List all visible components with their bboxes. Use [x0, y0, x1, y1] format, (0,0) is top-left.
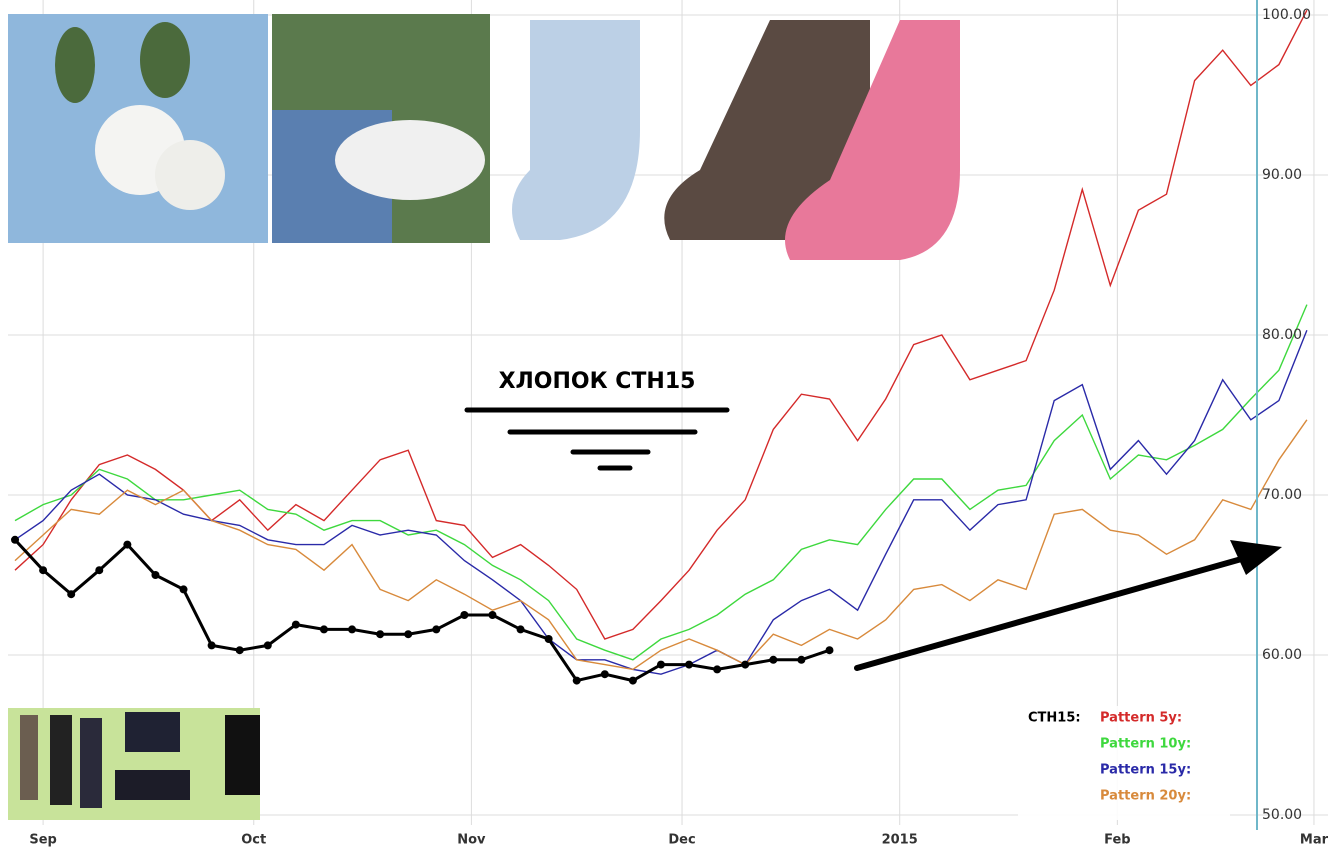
marker — [797, 655, 806, 664]
marker — [825, 646, 834, 655]
marker — [123, 540, 132, 549]
series-line — [13, 538, 830, 683]
marker — [404, 630, 413, 639]
cotton-boll — [155, 140, 225, 210]
marker — [319, 625, 328, 634]
y-tick-label: 60.00 — [1262, 647, 1302, 663]
x-tick-label: Dec — [668, 833, 695, 848]
y-tick-label: 100.00 — [1262, 7, 1311, 23]
x-tick-label: Sep — [29, 833, 57, 848]
legend: CTH15: Pattern 5y: Pattern 10y: Pattern 15y… — [1028, 711, 1191, 804]
marker — [432, 625, 441, 634]
annotation: ХЛОПОК CTH15 — [499, 369, 696, 394]
plot — [11, 9, 1308, 685]
x-tick-label: Oct — [241, 833, 266, 848]
marker — [713, 665, 722, 674]
sock — [115, 770, 190, 800]
legend-label: Pattern 10y: — [1100, 737, 1191, 752]
marker — [291, 620, 300, 629]
legend-label: Pattern 20y: — [1100, 789, 1191, 804]
marker — [460, 611, 469, 619]
series-line — [14, 9, 1308, 640]
legend-box — [1018, 706, 1230, 820]
sock — [80, 718, 102, 808]
x-tick-label: Feb — [1104, 833, 1130, 848]
legend-label: Pattern 5y: — [1100, 711, 1182, 726]
y-tick-label: 90.00 — [1262, 167, 1302, 183]
sock-blue — [512, 20, 640, 240]
sock — [335, 120, 485, 200]
marker — [348, 625, 357, 634]
arrow-head — [1230, 540, 1282, 575]
marker — [151, 571, 160, 579]
sock — [20, 715, 38, 800]
marker — [376, 630, 385, 639]
marker — [516, 625, 525, 634]
legend-label: Pattern 15y: — [1100, 763, 1191, 778]
marker — [544, 635, 553, 643]
sock — [225, 715, 260, 795]
marker — [235, 646, 244, 655]
marker — [263, 641, 272, 650]
marker — [488, 611, 497, 619]
marker — [685, 660, 694, 669]
x-tick-label: Mar — [1300, 833, 1328, 848]
photos — [8, 14, 960, 820]
legend-label: CTH15: — [1028, 711, 1081, 726]
marker — [39, 566, 48, 575]
sock-brown — [664, 20, 870, 240]
cotton-bud — [140, 22, 190, 98]
sock — [50, 715, 72, 805]
marker — [95, 566, 104, 575]
marker — [179, 585, 188, 594]
underline — [464, 407, 730, 471]
marker — [656, 660, 665, 669]
series-line — [14, 329, 1308, 675]
cotton-bud — [55, 27, 95, 103]
marker — [600, 670, 609, 679]
series-line — [14, 304, 1308, 661]
marker — [769, 655, 778, 664]
marker — [207, 641, 216, 650]
marker — [628, 676, 637, 685]
y-tick-label: 80.00 — [1262, 327, 1302, 343]
trend-arrow — [854, 555, 1248, 671]
series-line — [14, 419, 1308, 671]
marker — [11, 535, 20, 544]
marker — [572, 676, 581, 685]
y-tick-label: 50.00 — [1262, 807, 1302, 823]
marker — [741, 660, 750, 669]
x-tick-label: Nov — [457, 833, 486, 848]
sock — [125, 712, 180, 752]
sock-pink — [785, 20, 960, 260]
marker — [67, 590, 76, 599]
x-tick-label: 2015 — [882, 833, 918, 848]
y-tick-label: 70.00 — [1262, 487, 1302, 503]
